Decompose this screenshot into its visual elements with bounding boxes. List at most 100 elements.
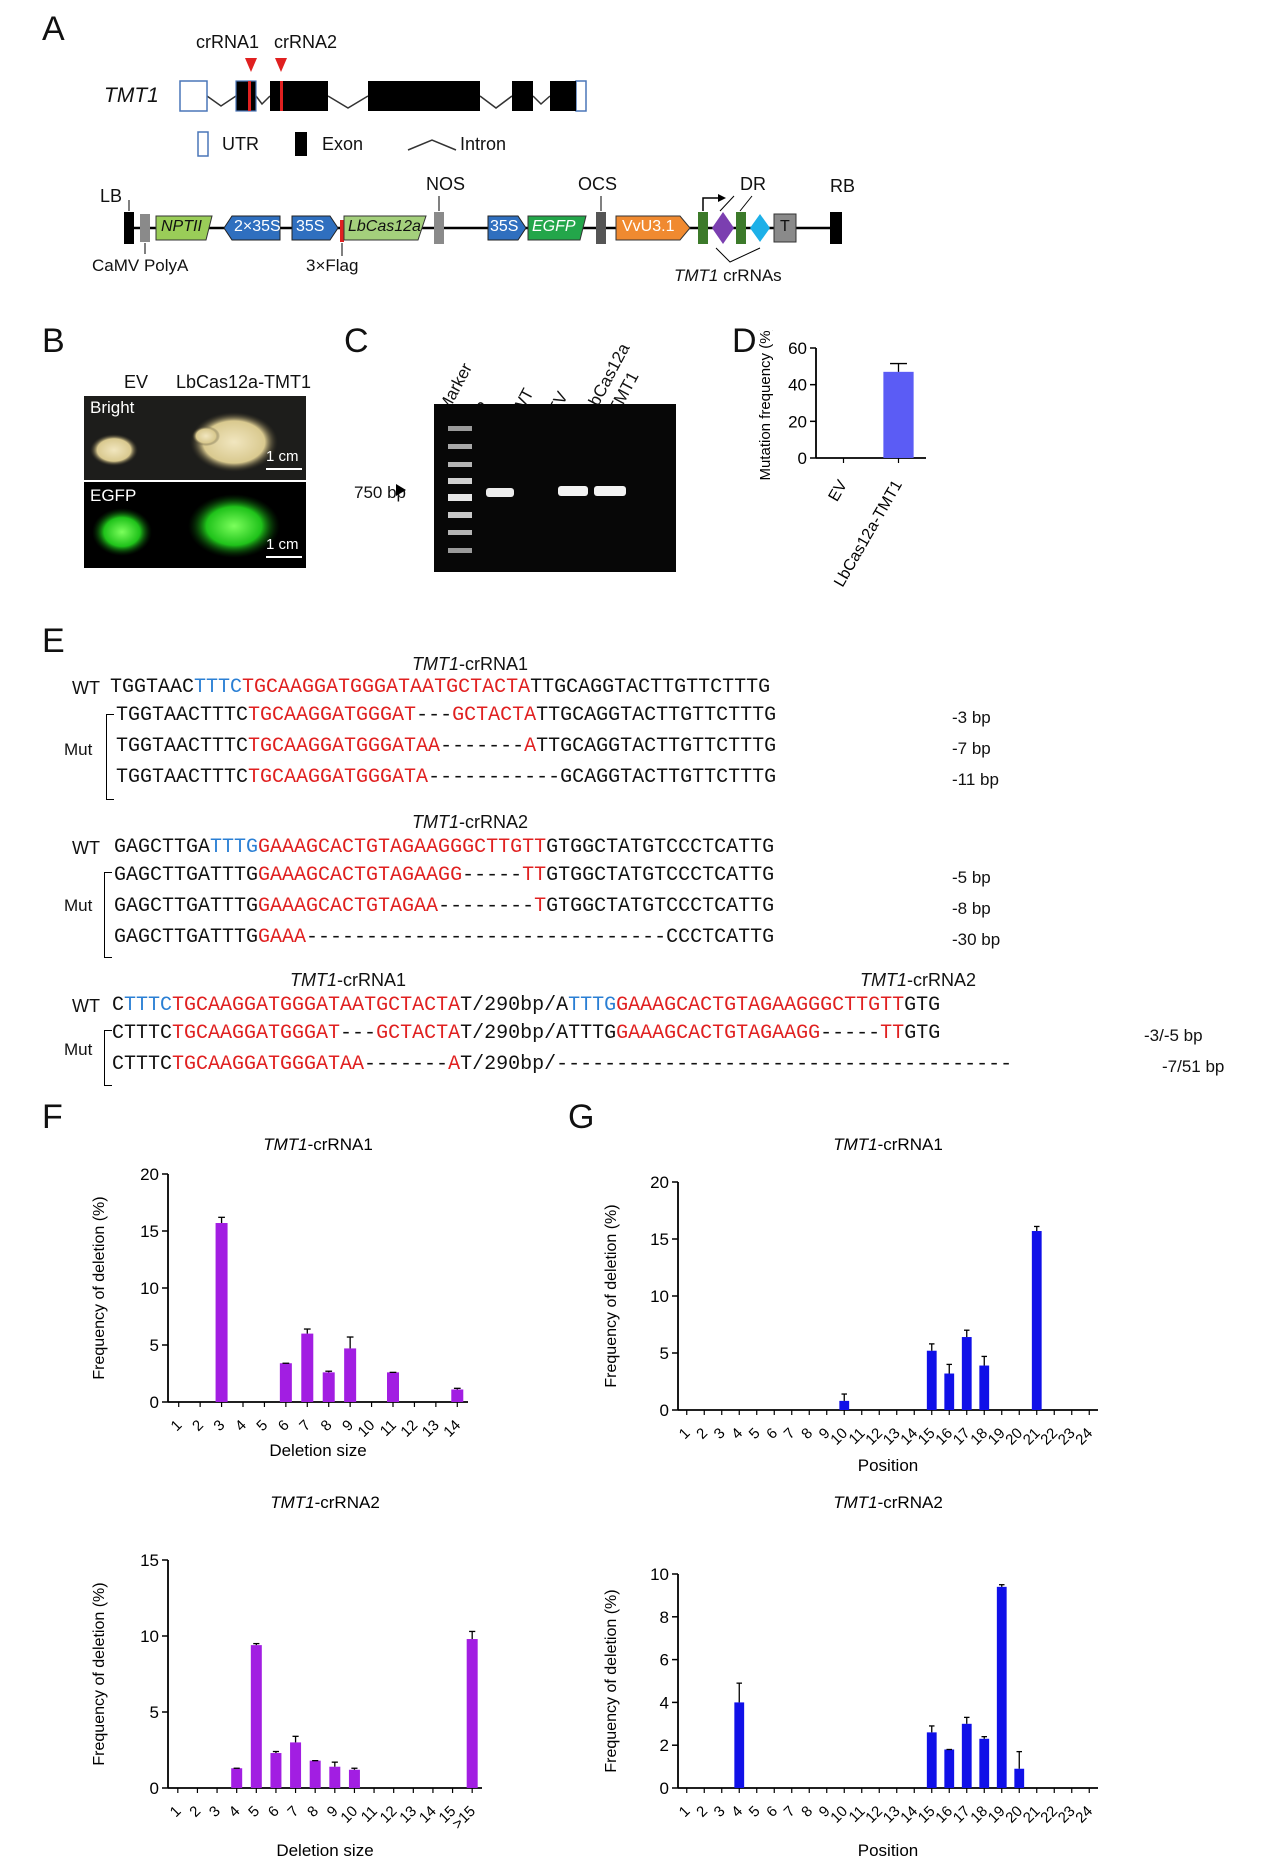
x-tick-label: 24 bbox=[1072, 1803, 1096, 1827]
exon-2 bbox=[270, 81, 328, 111]
promoter-35s-a bbox=[291, 215, 339, 241]
sequence-segment: GTG bbox=[904, 994, 941, 1017]
sequence-segment: GTGGCTATGTCCCTCATTG bbox=[546, 864, 775, 887]
wt-sequence-1: TGGTAACTTTCTGCAAGGATGGGATAATGCTACTATTGCA… bbox=[110, 676, 770, 700]
t-terminator bbox=[773, 213, 797, 243]
wt-label-3: WT bbox=[72, 996, 100, 1016]
sequence-segment: GAGCTTGATTTG bbox=[114, 926, 259, 949]
x-tick-label: 4 bbox=[728, 1425, 746, 1443]
p35s-b-label: 35S bbox=[490, 218, 519, 235]
x-tick-label: 24 bbox=[1072, 1425, 1096, 1449]
sequence-segment: TT bbox=[522, 864, 547, 887]
sequence-segment: TGCAAGGATGGGAT bbox=[172, 1022, 341, 1045]
sequence-segment: TGCAAGGATGGGAT bbox=[248, 704, 417, 727]
mutant-sequence-2: GAGCTTGATTTGGAAAGCACTGTAGAAGG-----TTGTGG… bbox=[114, 864, 774, 888]
y-tick-label: 4 bbox=[660, 1693, 669, 1712]
x-tick-label: 2 bbox=[189, 1417, 207, 1435]
mut-label-1: Mut bbox=[64, 740, 93, 759]
x-tick-label: 7 bbox=[296, 1417, 314, 1435]
x-tick-label: 2 bbox=[693, 1425, 711, 1443]
rb-label: RB bbox=[830, 176, 856, 196]
x-axis-label: Deletion size bbox=[269, 1441, 366, 1460]
chart-title: TMT1-crRNA2 bbox=[833, 1493, 943, 1512]
sequence-segment: TTTC bbox=[124, 994, 173, 1017]
vector-construct-diagram bbox=[124, 194, 842, 263]
sequence-segment: CTTTC bbox=[112, 1053, 173, 1076]
sequence-segment: GAGCTTGA bbox=[114, 836, 211, 859]
x-tick-label: 2 bbox=[693, 1803, 711, 1821]
panel-label-e: E bbox=[42, 622, 65, 660]
ocs-label: OCS bbox=[578, 174, 618, 194]
bar bbox=[279, 1363, 292, 1402]
crrna2-diamond bbox=[750, 214, 770, 242]
deletion-note: -3/-5 bp bbox=[1144, 1026, 1203, 1045]
y-tick-label: 15 bbox=[140, 1222, 159, 1241]
bar bbox=[329, 1766, 341, 1788]
y-tick-label: 8 bbox=[660, 1608, 669, 1627]
utr-legend-icon bbox=[197, 131, 209, 157]
panel-label-b: B bbox=[42, 322, 65, 360]
deletion-note: -11 bp bbox=[952, 770, 999, 789]
bar bbox=[348, 1769, 360, 1788]
x-tick-label: 6 bbox=[265, 1803, 283, 1821]
x-tick-label: 9 bbox=[339, 1417, 357, 1435]
sequence-segment: TTTC bbox=[194, 676, 243, 699]
crrnas-label: TMT1 crRNAs bbox=[674, 266, 782, 285]
deletion-note: -30 bp bbox=[952, 930, 1001, 949]
mutant-sequence-1: TGGTAACTTTCTGCAAGGATGGGATAA-------ATTGCA… bbox=[116, 735, 776, 759]
y-tick-label: 0 bbox=[798, 449, 807, 468]
camv-label: CaMV PolyA bbox=[92, 256, 189, 275]
bar bbox=[270, 1753, 282, 1788]
bar bbox=[961, 1723, 972, 1788]
panel-label-f: F bbox=[42, 1098, 63, 1136]
bar bbox=[309, 1760, 321, 1788]
y-tick-label: 5 bbox=[150, 1703, 159, 1722]
crrna1-diamond bbox=[712, 212, 734, 244]
x-tick-label: 3 bbox=[210, 1417, 228, 1435]
sequence-segment: TTGCAGGTACTTGTTCTTTG bbox=[536, 735, 777, 758]
bar bbox=[387, 1372, 399, 1402]
gene-structure-diagram bbox=[179, 58, 587, 157]
bar bbox=[466, 1639, 478, 1788]
panel-label-g: G bbox=[568, 1098, 595, 1136]
x-tick-label: 6 bbox=[275, 1417, 293, 1435]
x-tick-label: 4 bbox=[728, 1803, 746, 1821]
mutant-sequence-2: GAGCTTGATTTGGAAA------------------------… bbox=[114, 926, 774, 950]
wt-sequence-3: CTTTCTGCAAGGATGGGATAATGCTACTAT/290bp/ATT… bbox=[112, 994, 940, 1018]
mutant-bracket bbox=[106, 714, 114, 800]
wt-label-1: WT bbox=[72, 678, 100, 698]
mutant-sequence-1: TGGTAACTTTCTGCAAGGATGGGATA-----------GCA… bbox=[116, 766, 776, 790]
sequence-segment: GAAAGCACTGTAGAA bbox=[258, 895, 439, 918]
y-tick-label: 0 bbox=[150, 1779, 159, 1798]
sequence-segment: -------- bbox=[438, 895, 535, 918]
sequence-segment: --- bbox=[340, 1022, 377, 1045]
sequence-segment: ----- bbox=[820, 1022, 881, 1045]
sequence-segment: TTTG bbox=[210, 836, 259, 859]
bar bbox=[1014, 1768, 1025, 1788]
x-tick-label: 1 bbox=[676, 1803, 694, 1821]
panel-label-d: D bbox=[732, 322, 757, 360]
y-tick-label: 20 bbox=[788, 412, 807, 431]
dual-crrna2-title: TMT1-crRNA2 bbox=[860, 970, 977, 990]
x-tick-label: 8 bbox=[304, 1803, 322, 1821]
bar bbox=[215, 1223, 228, 1402]
sequence-segment: GAAAGCACTGTAGAAGGGCTTGTT bbox=[258, 836, 547, 859]
utr-5 bbox=[179, 80, 208, 112]
mut-label-2: Mut bbox=[64, 896, 93, 915]
flag-label: 3×Flag bbox=[306, 256, 359, 275]
bar bbox=[926, 1732, 937, 1788]
deletion-note: -5 bp bbox=[952, 868, 991, 887]
sequence-segment: T/290bp/A bbox=[460, 994, 569, 1017]
x-tick-label: 3 bbox=[206, 1803, 224, 1821]
mutant-bracket bbox=[104, 1030, 112, 1086]
wt-label-2: WT bbox=[72, 838, 100, 858]
deletion-note: -3 bp bbox=[952, 708, 991, 727]
t-label: T bbox=[780, 218, 790, 235]
x-tick-label: 1 bbox=[168, 1417, 186, 1435]
sequence-segment: GTG bbox=[904, 1022, 941, 1045]
bar bbox=[322, 1372, 335, 1402]
y-tick-label: 20 bbox=[650, 1173, 669, 1192]
sequence-segment: TGGTAAC bbox=[110, 676, 195, 699]
sequence-segment: TTTG bbox=[568, 994, 617, 1017]
